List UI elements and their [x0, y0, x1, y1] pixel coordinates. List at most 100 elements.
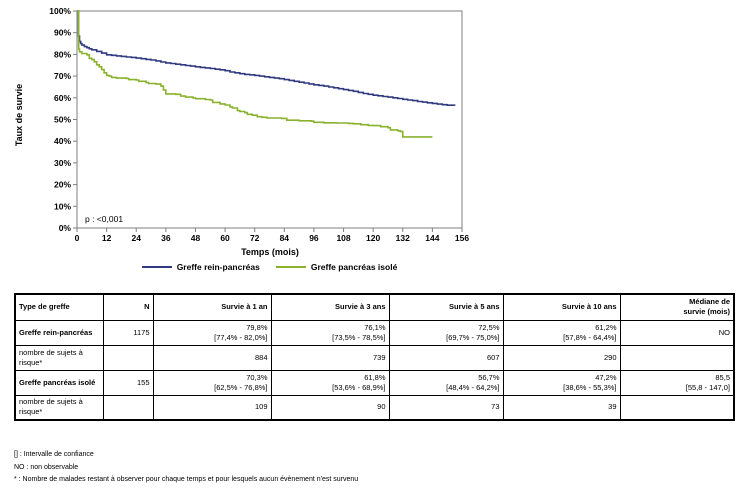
confidence-interval: [77,4% - 82,0%]: [214, 332, 268, 342]
confidence-interval: [57,8% - 64,4%]: [563, 332, 617, 342]
x-tick-label: 0: [75, 233, 80, 243]
survie-10ans-cell: 61,2% [57,8% - 64,4%]: [502, 319, 621, 346]
y-tick-label: 20%: [54, 180, 71, 190]
col-header-n: N: [102, 293, 154, 321]
survival-value: 72,5%: [478, 322, 500, 332]
x-tick-label: 120: [366, 233, 380, 243]
n-value: [102, 394, 154, 421]
at-risk-10ans: 39: [502, 394, 621, 421]
at-risk-5ans: 73: [388, 394, 504, 421]
survival-value: 61,8%: [364, 372, 386, 382]
y-axis-title: Taux de survie: [14, 84, 24, 146]
col-header-type-de-greffe: Type de greffe: [14, 293, 104, 321]
table-row-rein-pancreas: Greffe rein-pancréas 1175 79,8% [77,4% -…: [14, 319, 735, 346]
y-tick-label: 40%: [54, 136, 71, 146]
confidence-interval: [69,7% - 75,0%]: [446, 332, 500, 342]
survival-chart: Taux de survie Temps (mois) p : <0,001 0…: [0, 0, 500, 285]
y-tick-label: 50%: [54, 115, 71, 125]
plot-border: [76, 10, 463, 229]
row-label: Greffe rein-pancréas: [14, 319, 104, 346]
y-tick-label: 60%: [54, 93, 71, 103]
x-tick-label: 84: [280, 233, 290, 243]
median-value: 85,5: [715, 372, 730, 382]
footnote-at-risk-definition: * : Nombre de malades restant à observer…: [14, 476, 359, 483]
footnote-confidence-interval: [] : Intervalle de confiance: [14, 451, 94, 458]
y-tick-label: 70%: [54, 71, 71, 81]
survival-value: 56,7%: [478, 372, 500, 382]
survival-value: 76,1%: [364, 322, 386, 332]
table-row-sujets-risque-1: nombre de sujets à risque* 884 739 607 2…: [14, 344, 735, 371]
row-label: nombre de sujets à risque*: [14, 344, 104, 371]
x-tick-label: 96: [309, 233, 319, 243]
table-row-sujets-risque-2: nombre de sujets à risque* 109 90 73 39: [14, 394, 735, 421]
x-tick-label: 48: [191, 233, 201, 243]
legend-label-rein-pancreas: Greffe rein-pancréas: [176, 262, 260, 272]
series-line-1: [77, 10, 433, 138]
confidence-interval: [62,5% - 76,8%]: [214, 382, 268, 392]
at-risk-5ans: 607: [388, 344, 504, 371]
footnotes: [] : Intervalle de confiance NO : non ob…: [14, 449, 358, 487]
at-risk-3ans: 739: [270, 344, 390, 371]
y-tick-label: 100%: [49, 6, 71, 16]
footnote-non-observable: NO : non observable: [14, 463, 79, 471]
legend-line-rein-pancreas-icon: [141, 266, 172, 268]
table-row-pancreas-isole: Greffe pancréas isolé 155 70,3% [62,5% -…: [14, 369, 735, 396]
x-tick-label: 72: [250, 233, 260, 243]
survival-chart-svg: Taux de survie Temps (mois) p : <0,001 0…: [14, 6, 469, 257]
x-tick-label: 144: [425, 233, 439, 243]
p-value-annotation: p : <0,001: [85, 214, 123, 224]
confidence-interval: [53,6% - 68,9%]: [332, 382, 386, 392]
at-risk-3ans: 90: [270, 394, 390, 421]
y-tick-label: 80%: [54, 49, 71, 59]
confidence-interval: [55,8 - 147,0]: [685, 382, 730, 392]
n-value: 1175: [102, 319, 154, 346]
mediane-cell: NO: [619, 319, 735, 346]
x-tick-label: 108: [336, 233, 350, 243]
series-line-0: [77, 10, 456, 106]
mediane-cell: [619, 344, 735, 371]
at-risk-10ans: 290: [502, 344, 621, 371]
confidence-interval: [73,5% - 78,5%]: [332, 332, 386, 342]
legend-item-rein-pancreas: Greffe rein-pancréas: [141, 262, 260, 272]
col-header-mediane-line2: survie (mois): [683, 307, 730, 317]
survie-1an-cell: 79,8% [77,4% - 82,0%]: [152, 319, 272, 346]
x-axis-title: Temps (mois): [241, 247, 299, 257]
y-tick-label: 30%: [54, 158, 71, 168]
x-tick-label: 156: [455, 233, 469, 243]
survival-value: 47,2%: [595, 372, 617, 382]
x-tick-label: 12: [102, 233, 112, 243]
x-tick-label: 24: [131, 233, 141, 243]
col-header-survie-5-ans: Survie à 5 ans: [388, 293, 504, 321]
y-tick-label: 10%: [54, 201, 71, 211]
col-header-mediane: Médiane de survie (mois): [619, 293, 735, 321]
x-tick-label: 132: [396, 233, 410, 243]
legend-label-pancreas-isole: Greffe pancréas isolé: [310, 262, 398, 272]
survival-table: Type de greffe N Survie à 1 an Survie à …: [14, 293, 735, 421]
confidence-interval: [48,4% - 64,2%]: [446, 382, 500, 392]
survie-5ans-cell: 72,5% [69,7% - 75,0%]: [388, 319, 504, 346]
mediane-cell: 85,5 [55,8 - 147,0]: [619, 369, 735, 396]
survie-10ans-cell: 47,2% [38,6% - 55,3%]: [502, 369, 621, 396]
chart-legend: Greffe rein-pancréas Greffe pancréas iso…: [77, 262, 462, 272]
survie-1an-cell: 70,3% [62,5% - 76,8%]: [152, 369, 272, 396]
col-header-mediane-line1: Médiane de: [689, 297, 730, 307]
legend-line-pancreas-isole-icon: [275, 266, 306, 268]
legend-item-pancreas-isole: Greffe pancréas isolé: [275, 262, 398, 272]
col-header-survie-1-an: Survie à 1 an: [152, 293, 272, 321]
at-risk-1an: 884: [152, 344, 272, 371]
row-label: Greffe pancréas isolé: [14, 369, 104, 396]
at-risk-1an: 109: [152, 394, 272, 421]
survival-value: 70,3%: [246, 372, 268, 382]
survival-value: 61,2%: [595, 322, 617, 332]
col-header-survie-10-ans: Survie à 10 ans: [502, 293, 621, 321]
y-tick-label: 90%: [54, 28, 71, 38]
mediane-cell: [619, 394, 735, 421]
col-header-survie-3-ans: Survie à 3 ans: [270, 293, 390, 321]
n-value: 155: [102, 369, 154, 396]
survie-3ans-cell: 61,8% [53,6% - 68,9%]: [270, 369, 390, 396]
survie-3ans-cell: 76,1% [73,5% - 78,5%]: [270, 319, 390, 346]
x-tick-label: 60: [220, 233, 230, 243]
n-value: [102, 344, 154, 371]
x-tick-label: 36: [161, 233, 171, 243]
